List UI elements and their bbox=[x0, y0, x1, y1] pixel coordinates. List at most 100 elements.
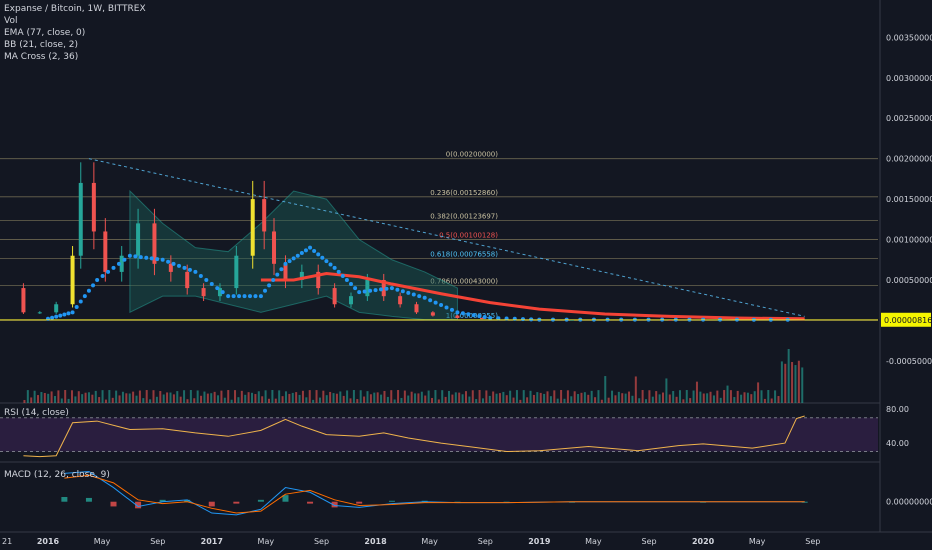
volume-bar bbox=[526, 397, 529, 403]
macd-histogram-bar bbox=[208, 501, 215, 507]
volume-bar bbox=[37, 395, 40, 403]
volume-bar bbox=[54, 396, 57, 403]
volume-bar bbox=[227, 390, 230, 403]
volume-bar bbox=[352, 390, 355, 403]
rsi-label[interactable]: RSI (14, close) bbox=[4, 408, 69, 418]
rsi-band bbox=[0, 417, 878, 452]
macd-histogram-bar bbox=[135, 501, 142, 509]
ma-cross-dot bbox=[91, 283, 96, 288]
volume-bar bbox=[621, 393, 624, 403]
volume-bar bbox=[332, 393, 335, 403]
ma-cross-dot bbox=[149, 256, 154, 261]
ma-cross-dot bbox=[384, 286, 389, 291]
macd-histogram-bar bbox=[388, 500, 395, 502]
ma-cross-dot bbox=[348, 282, 353, 287]
ma-cross-dot bbox=[471, 313, 476, 318]
volume-bar bbox=[597, 390, 600, 403]
ma-cross-dot bbox=[512, 316, 517, 321]
volume-bar bbox=[183, 390, 186, 403]
volume-bar bbox=[475, 399, 478, 403]
price-axis-tick: 0.00050000 bbox=[886, 276, 932, 285]
ma-cross-dot bbox=[166, 259, 171, 264]
volume-bar bbox=[149, 399, 152, 403]
candle-body bbox=[316, 271, 321, 289]
ma-cross-dot bbox=[155, 257, 160, 262]
price-axis-tick: -0.00050000 bbox=[886, 357, 932, 366]
fib-label: 0.786(0.00043000) bbox=[430, 278, 498, 286]
volume-bar bbox=[611, 390, 614, 403]
ma-cross-dot bbox=[320, 255, 325, 260]
volume-bar bbox=[417, 393, 420, 403]
ma-cross-dot bbox=[449, 307, 454, 312]
ma-cross-dot bbox=[336, 269, 341, 274]
candle-body bbox=[70, 255, 75, 305]
volume-bar bbox=[196, 390, 199, 403]
volume-bar bbox=[468, 396, 471, 403]
volume-bar bbox=[101, 390, 104, 403]
volume-bar bbox=[312, 399, 315, 403]
volume-bar bbox=[712, 395, 715, 403]
legend-title[interactable]: Expanse / Bitcoin, 1W, BITTREX bbox=[4, 4, 146, 14]
volume-bar bbox=[111, 397, 114, 403]
volume-bar bbox=[658, 394, 661, 403]
volume-bar bbox=[685, 390, 688, 403]
legend-ma-cross[interactable]: MA Cross (2, 36) bbox=[4, 52, 79, 62]
volume-bar bbox=[434, 390, 437, 403]
candle-body bbox=[217, 288, 222, 297]
volume-bar bbox=[383, 390, 386, 403]
macd-histogram-bar bbox=[85, 497, 92, 502]
volume-bar bbox=[23, 400, 26, 403]
ma-cross-dot bbox=[332, 265, 337, 270]
volume-bar bbox=[155, 396, 158, 403]
volume-bar bbox=[305, 397, 308, 403]
volume-bar bbox=[261, 396, 264, 403]
volume-bar bbox=[570, 396, 573, 403]
ma-cross-dot bbox=[209, 282, 214, 287]
volume-bar bbox=[315, 390, 318, 403]
time-axis-tick: 2018 bbox=[364, 537, 387, 546]
volume-bar bbox=[461, 394, 464, 403]
volume-bar bbox=[583, 392, 586, 403]
volume-bar bbox=[251, 392, 254, 403]
macd-label[interactable]: MACD (12, 26, close, 9) bbox=[4, 470, 110, 480]
volume-bar bbox=[247, 392, 250, 403]
legend-vol[interactable]: Vol bbox=[4, 16, 18, 26]
volume-bar bbox=[342, 395, 345, 403]
volume-bar bbox=[132, 391, 135, 403]
volume-bar bbox=[750, 394, 753, 403]
ma-cross-dot bbox=[122, 257, 127, 262]
candle-body bbox=[21, 288, 26, 313]
price-axis-tick: 0.00250000 bbox=[886, 114, 932, 123]
ma-cross-dot bbox=[74, 304, 79, 309]
volume-bar bbox=[689, 398, 692, 403]
volume-bar bbox=[244, 394, 247, 403]
time-axis-tick: Sep bbox=[478, 537, 493, 546]
ma-cross-dot bbox=[50, 315, 55, 320]
volume-bar bbox=[594, 397, 597, 403]
ma-cross-dot bbox=[116, 261, 121, 266]
time-axis-tick: Sep bbox=[150, 537, 165, 546]
volume-bar bbox=[390, 390, 393, 403]
legend-ema[interactable]: EMA (77, close, 0) bbox=[4, 28, 86, 38]
volume-bar bbox=[675, 396, 678, 403]
volume-bar bbox=[648, 390, 651, 403]
ma-cross-dot bbox=[133, 254, 138, 259]
ma-cross-dot bbox=[237, 294, 242, 299]
volume-bar bbox=[50, 391, 53, 403]
ma-cross-dot bbox=[312, 249, 317, 254]
volume-bar bbox=[301, 390, 304, 403]
price-badge-text: 0.00000816 bbox=[884, 316, 932, 325]
candle-body bbox=[332, 288, 337, 305]
fib-label: 0.5(0.00100128) bbox=[439, 231, 498, 239]
volume-bar bbox=[515, 390, 518, 403]
volume-bar bbox=[264, 390, 267, 403]
volume-bar bbox=[339, 391, 342, 403]
candle-body bbox=[201, 288, 206, 297]
ma-cross-dot bbox=[177, 263, 182, 268]
legend-bb[interactable]: BB (21, close, 2) bbox=[4, 40, 79, 50]
time-axis-tick: Sep bbox=[314, 537, 329, 546]
macd-histogram-bar bbox=[307, 501, 314, 504]
volume-bar bbox=[780, 361, 783, 403]
volume-bar bbox=[125, 393, 128, 403]
